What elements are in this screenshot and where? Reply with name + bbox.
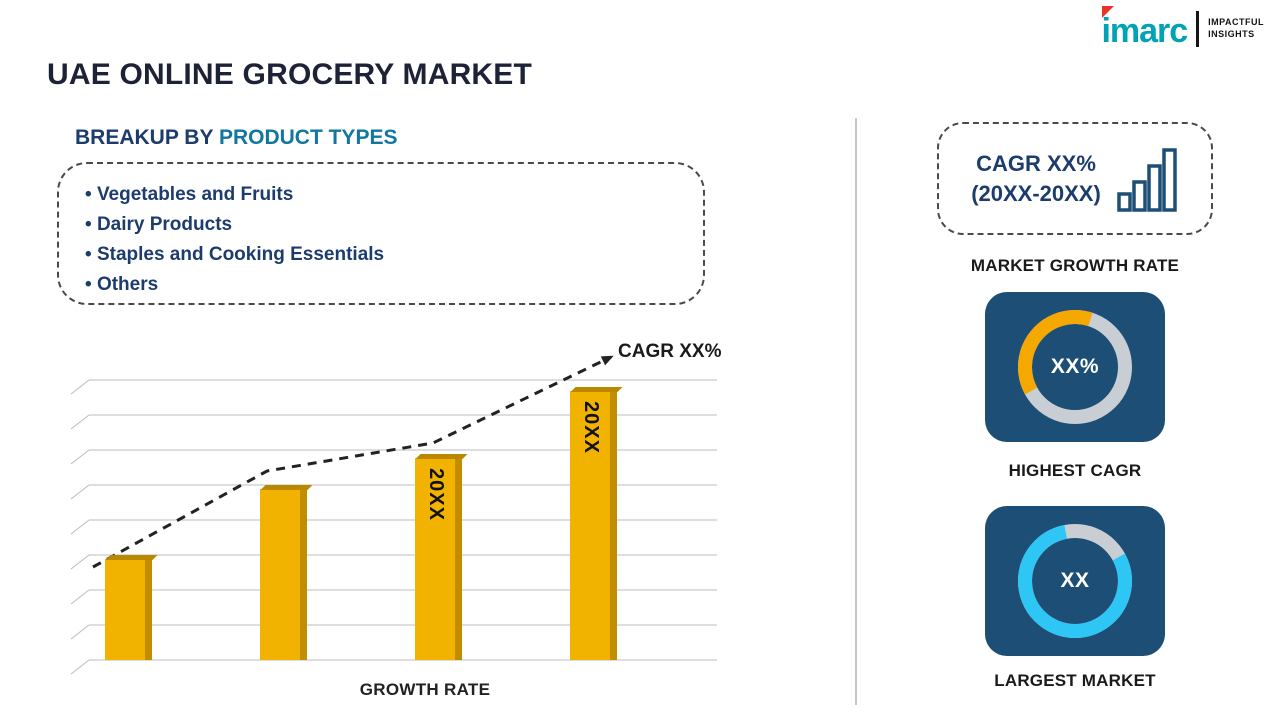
highest-cagr-caption: HIGHEST CAGR <box>1008 461 1142 480</box>
breakup-heading-highlight: PRODUCT TYPES <box>218 126 398 149</box>
cagr-box-line1: CAGR XX% <box>976 150 1096 176</box>
cagr-box-text: CAGR XX% (20XX-20XX) <box>971 149 1101 208</box>
imarc-logo-wordmark: imarc <box>1101 6 1188 50</box>
highest-cagr-value: XX% <box>1050 355 1100 378</box>
breakup-heading: BREAKUP BY PRODUCT TYPES <box>75 126 397 150</box>
product-types-list: Vegetables and Fruits Dairy Products Sta… <box>85 180 683 300</box>
growth-bar-chart: 20XX 20XX CAGR XX% <box>65 335 722 675</box>
logo-flag-icon <box>1102 6 1115 18</box>
largest-market-caption: LARGEST MARKET <box>994 671 1156 690</box>
largest-market-value: XX <box>1060 569 1090 592</box>
list-item: Others <box>85 270 683 300</box>
logo-brand-text: imarc <box>1101 12 1188 50</box>
bar-year4: 20XX <box>570 391 617 660</box>
logo-tagline-line2: INSIGHTS <box>1208 29 1255 39</box>
bar-year2 <box>260 489 307 660</box>
bar-label: 20XX <box>425 468 447 521</box>
product-types-box: Vegetables and Fruits Dairy Products Sta… <box>57 162 705 305</box>
imarc-logo: imarc IMPACTFUL INSIGHTS <box>1101 6 1264 50</box>
logo-tagline-line1: IMPACTFUL <box>1208 17 1264 28</box>
cagr-box-line2: (20XX-20XX) <box>971 180 1101 206</box>
highest-cagr-card: XX% <box>985 292 1165 442</box>
market-growth-rate-caption: MARKET GROWTH RATE <box>970 256 1180 275</box>
bar-label: 20XX <box>580 401 602 454</box>
chart-grid-and-trendline <box>70 355 717 675</box>
market-growth-rate-box: CAGR XX% (20XX-20XX) <box>937 122 1213 235</box>
list-item: Staples and Cooking Essentials <box>85 240 683 270</box>
vertical-divider <box>855 118 857 705</box>
cagr-trendline <box>92 355 614 569</box>
largest-market-donut <box>1018 524 1132 638</box>
x-axis-label: GROWTH RATE <box>359 680 491 699</box>
page-title: UAE ONLINE GROCERY MARKET <box>47 58 533 91</box>
cagr-annotation: CAGR XX% <box>618 341 722 362</box>
highest-cagr-donut <box>1018 310 1132 424</box>
largest-market-card: XX <box>985 506 1165 656</box>
breakup-heading-prefix: BREAKUP BY <box>75 126 219 149</box>
logo-tagline: IMPACTFUL INSIGHTS <box>1208 17 1264 40</box>
bar-year1 <box>105 559 152 660</box>
bar-year3: 20XX <box>415 458 462 660</box>
list-item: Dairy Products <box>85 210 683 240</box>
bar-chart-icon <box>1117 147 1177 212</box>
list-item: Vegetables and Fruits <box>85 180 683 210</box>
logo-divider <box>1196 11 1200 47</box>
